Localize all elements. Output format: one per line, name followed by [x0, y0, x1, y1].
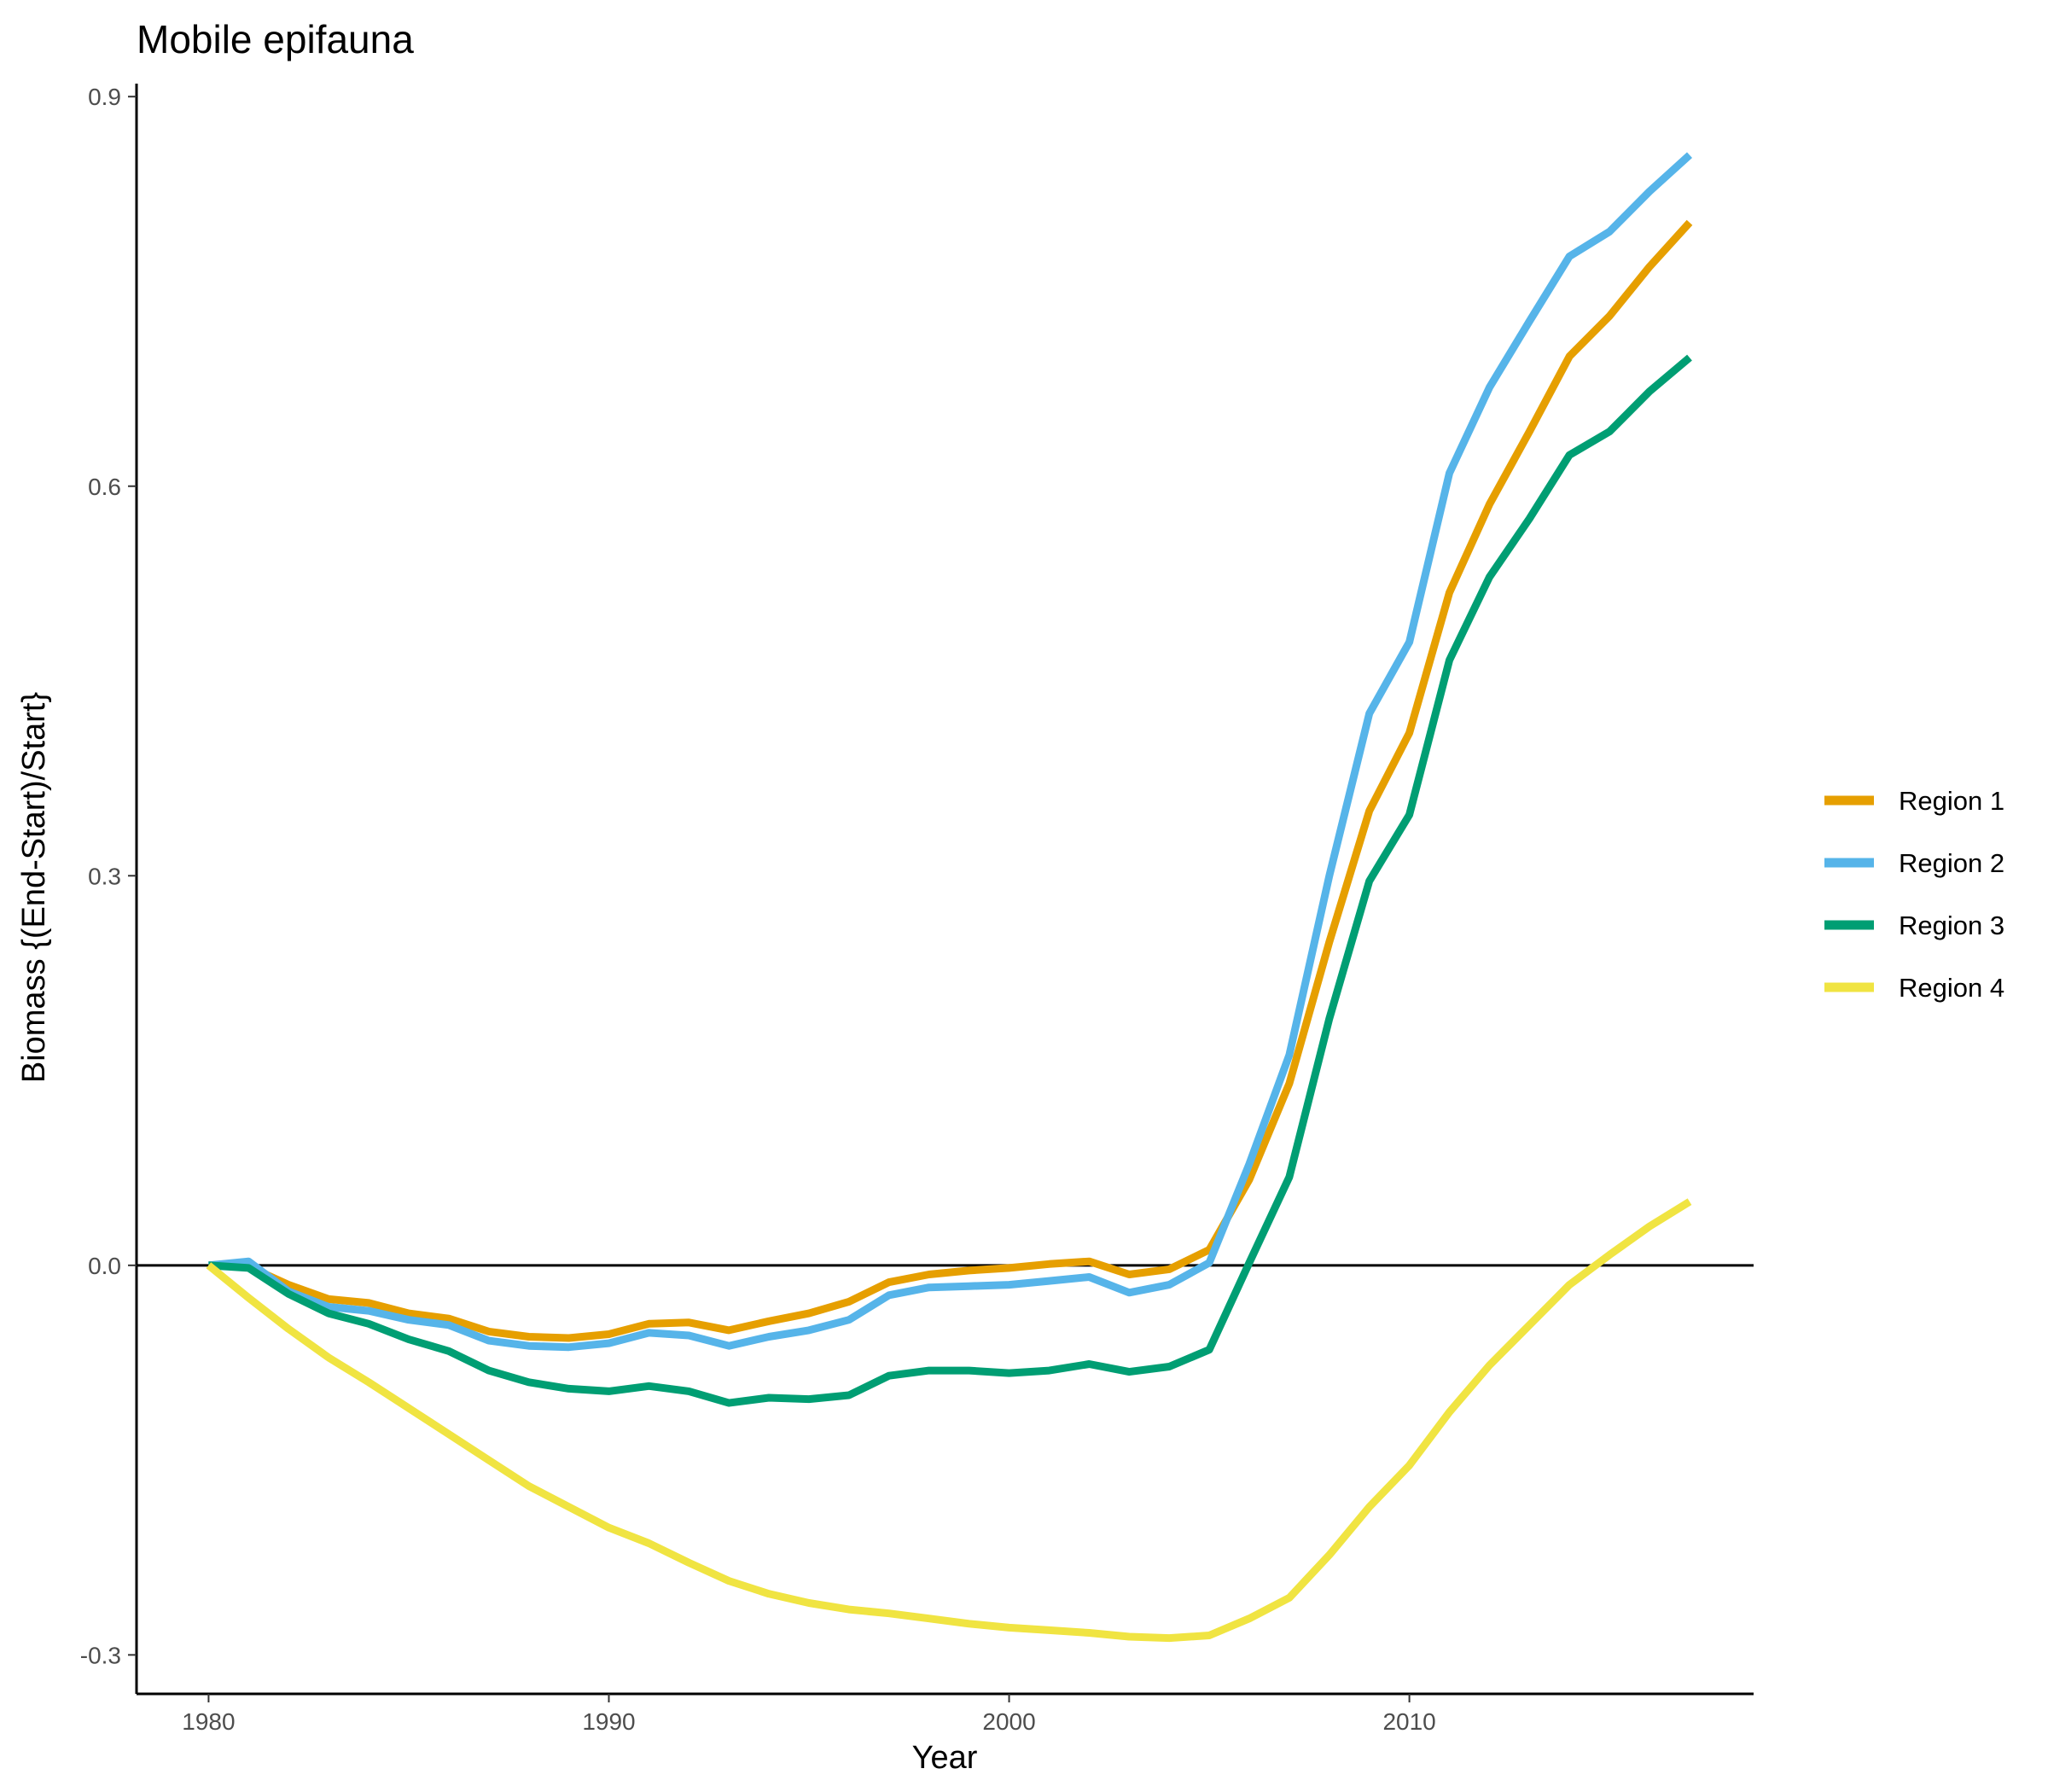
series-line-region-3 — [208, 354, 1692, 1407]
x-axis-title: Year — [912, 1740, 978, 1776]
legend-label-region-1: Region 1 — [1899, 786, 2004, 816]
y-tick-label: 0.9 — [88, 84, 121, 110]
x-axis-ticks: 1980 1990 2000 2010 — [182, 1694, 1436, 1735]
legend-label-region-4: Region 4 — [1899, 973, 2004, 1003]
y-axis-title: Biomass {(End-Start)/Start} — [16, 692, 52, 1083]
legend: Region 1 Region 2 Region 3 Region 4 — [1824, 786, 2004, 1003]
series-line-region-2 — [207, 152, 1693, 1352]
x-tick-label: 1990 — [582, 1708, 635, 1735]
chart-title: Mobile epifauna — [137, 17, 414, 61]
series-line-region-4 — [206, 1198, 1692, 1643]
y-tick-label: 0.3 — [88, 863, 121, 889]
legend-label-region-2: Region 2 — [1899, 848, 2004, 878]
x-tick-label: 2010 — [1382, 1708, 1435, 1735]
y-tick-label: -0.3 — [80, 1642, 121, 1668]
series-line-region-1 — [208, 219, 1693, 1342]
series-lines — [206, 152, 1693, 1643]
y-axis-ticks: -0.3 0.0 0.3 0.6 0.9 — [80, 84, 137, 1668]
legend-label-region-3: Region 3 — [1899, 911, 2004, 940]
x-tick-label: 2000 — [982, 1708, 1035, 1735]
y-tick-label: 0.6 — [88, 474, 121, 500]
x-tick-label: 1980 — [182, 1708, 235, 1735]
y-tick-label: 0.0 — [88, 1253, 121, 1279]
